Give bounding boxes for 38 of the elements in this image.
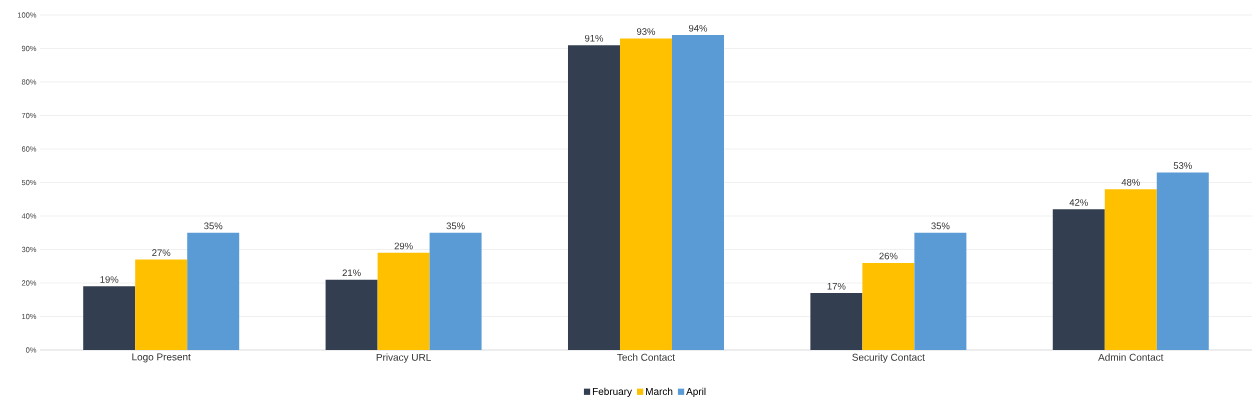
data-label: 53% [1173,162,1192,169]
bar [862,262,915,350]
data-label: 48% [1121,178,1140,186]
bar [671,35,724,350]
data-label: 42% [1069,199,1088,206]
x-tick-label: Privacy URL [376,353,431,363]
data-label: 93% [636,28,656,35]
bar [377,252,430,350]
data-label: 26% [879,252,898,260]
bar [1052,209,1105,350]
bar [135,259,188,350]
x-tick-label: Security Contact [852,353,925,363]
legend-label: April [686,387,706,397]
bar [325,279,378,350]
bar [567,45,620,350]
bar [83,286,136,350]
data-label: 19% [100,276,119,283]
bar [914,232,967,350]
bar [1104,189,1157,350]
data-label: 29% [394,242,413,250]
legend-label: February [592,387,632,397]
bar [187,232,240,350]
bar [619,38,672,350]
legend-label: March [646,387,673,395]
x-tick-label: Logo Present [132,353,191,363]
data-label: 27% [152,249,171,257]
data-label: 17% [827,282,846,290]
data-label: 35% [204,222,223,230]
x-tick-label: Admin Contact [1098,353,1164,361]
data-label: 21% [342,269,361,277]
x-tick-label: Tech Contact [617,353,675,361]
bar [429,232,482,350]
data-label: 91% [584,34,604,42]
data-label: 35% [446,222,465,230]
bar [1156,172,1209,350]
bar [810,293,863,350]
data-label: 94% [688,24,708,32]
data-label: 35% [931,222,950,230]
